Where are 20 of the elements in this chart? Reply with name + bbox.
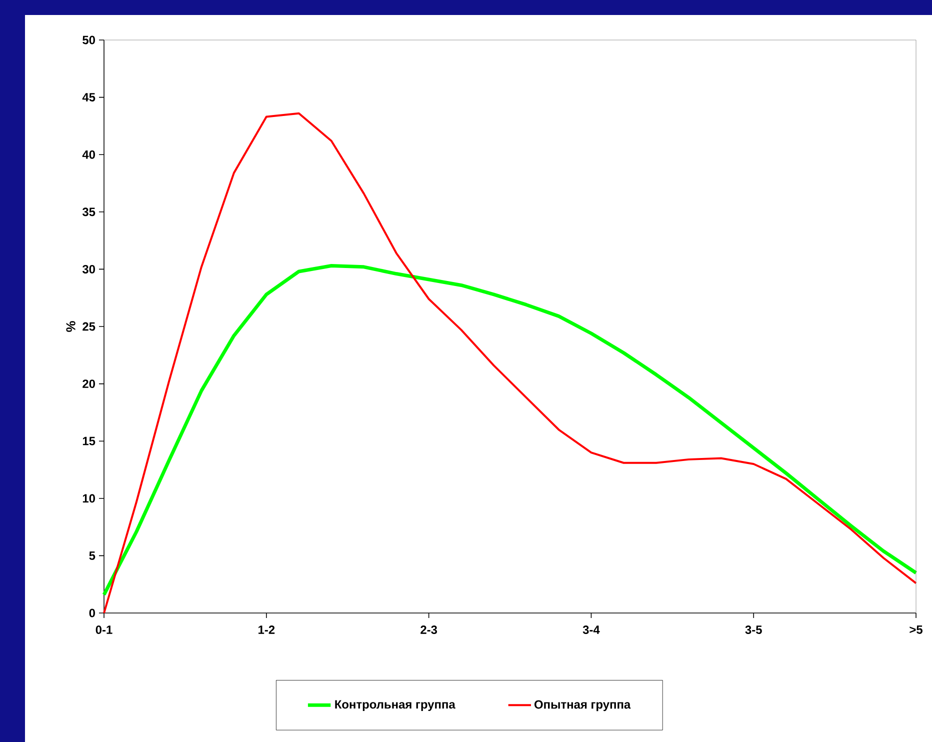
y-tick-label: 0: [89, 608, 95, 618]
y-tick-label: 15: [82, 436, 96, 446]
y-tick-label: 50: [82, 36, 95, 44]
y-tick-label: 20: [82, 380, 95, 388]
legend-label: Контрольная группа: [335, 700, 456, 712]
x-tick-label: 3-5: [745, 626, 762, 634]
y-tick-label: 40: [82, 150, 95, 159]
y-tick-label: 35: [82, 208, 96, 216]
y-tick-label: 10: [82, 494, 95, 503]
y-tick-label: 45: [82, 93, 96, 102]
x-tick-label: 0-1: [96, 626, 112, 634]
y-axis-title: %: [66, 321, 76, 332]
x-tick-label: 1-2: [258, 626, 275, 634]
x-tick-label: 2-3: [420, 626, 438, 634]
y-tick-label: 25: [82, 322, 96, 331]
x-tick-label: >5: [910, 626, 922, 634]
y-tick-label: 5: [89, 552, 96, 560]
y-tick-label: 30: [82, 264, 95, 274]
legend-label: Опытная группа: [534, 700, 631, 712]
x-tick-label: 3-4: [582, 626, 600, 634]
